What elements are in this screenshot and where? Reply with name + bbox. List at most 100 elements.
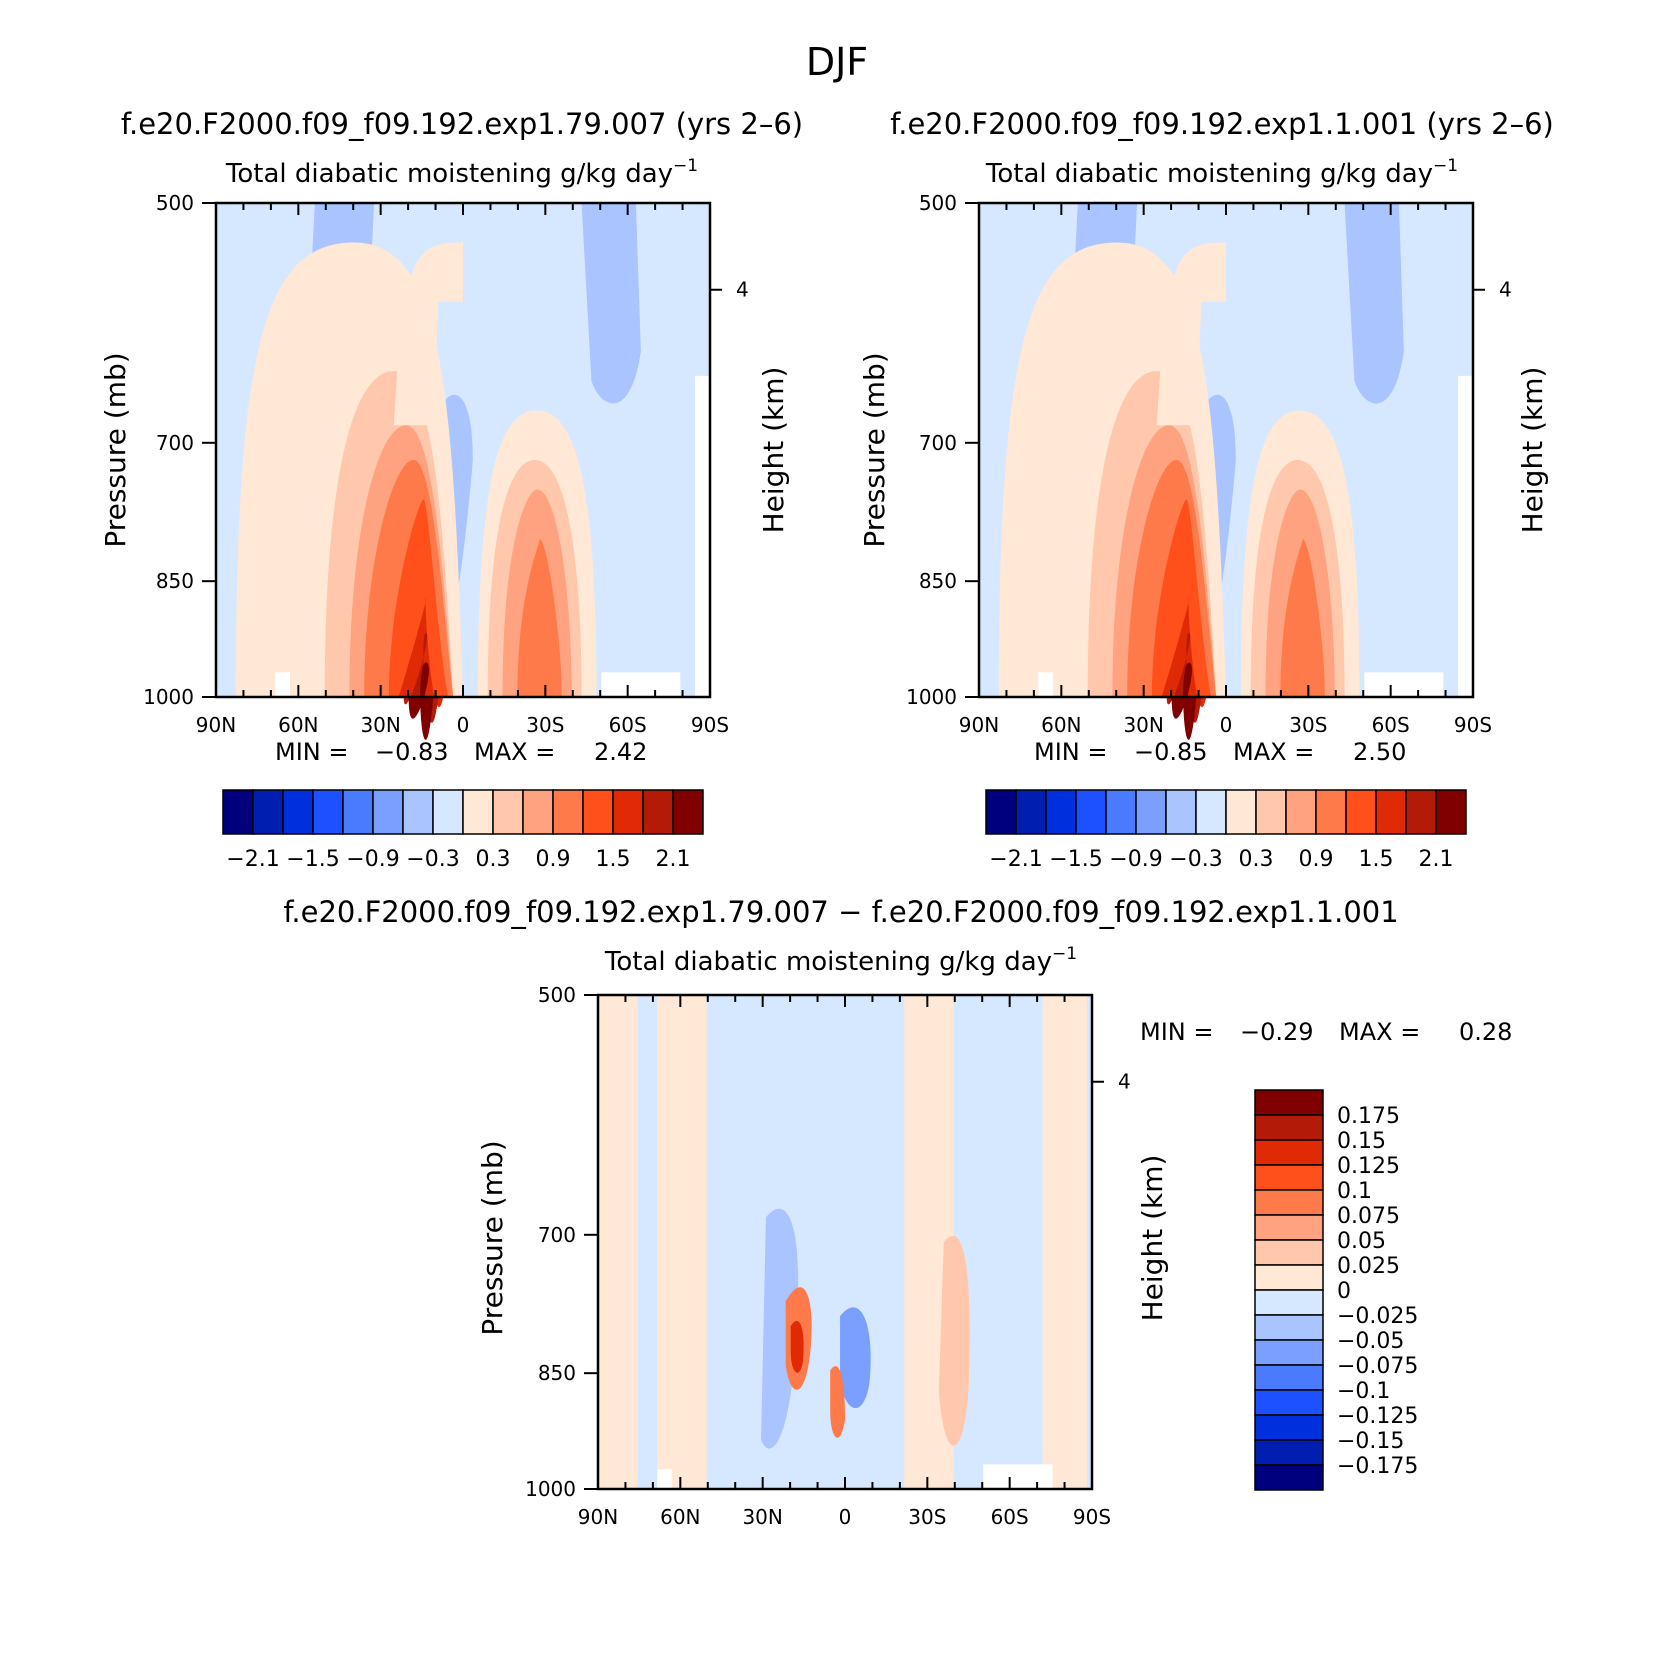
colorbar-label: 0.075	[1337, 1204, 1400, 1229]
colorbar-box	[1195, 789, 1227, 835]
panel-2-plot-area	[979, 203, 1473, 740]
neg-lobe-sh	[1344, 203, 1404, 404]
colorbar-box	[1255, 789, 1287, 835]
colorbar-label: −0.05	[1337, 1329, 1404, 1354]
x-tick-label: 0	[457, 713, 470, 737]
colorbar-box	[1225, 789, 1257, 835]
panel-2-min-label: MIN =	[1034, 738, 1107, 766]
pos-contour-sh	[517, 538, 562, 697]
colorbar-box	[1254, 1314, 1324, 1341]
colorbar-box	[1254, 1464, 1324, 1491]
colorbar-label: −0.1	[1337, 1379, 1390, 1404]
colorbar-box	[1315, 789, 1347, 835]
x-tick-label: 30S	[526, 713, 564, 737]
x-tick-label: 0	[839, 1505, 852, 1529]
colorbar-label: −0.9	[1109, 847, 1162, 872]
panel-3-plot-area	[598, 995, 1092, 1489]
panel-1-min-label: MIN =	[275, 738, 348, 766]
colorbar-label: 0.9	[1299, 847, 1334, 872]
diff-band-pos	[657, 995, 707, 1489]
panel-3-min-value: −0.29	[1240, 1018, 1314, 1046]
colorbar-box	[642, 789, 674, 835]
y-tick-label: 850	[156, 569, 194, 593]
x-tick-label: 60N	[660, 1505, 700, 1529]
panel-1-min-value: −0.83	[375, 738, 449, 766]
colorbar-label: −2.1	[226, 847, 279, 872]
colorbar-label: −0.025	[1337, 1304, 1418, 1329]
x-tick-label: 60S	[1372, 713, 1410, 737]
colorbar-label: 2.1	[1419, 847, 1454, 872]
colorbar-box	[492, 789, 524, 835]
colorbar-label: −1.5	[286, 847, 339, 872]
colorbar-label: −2.1	[989, 847, 1042, 872]
panel-1-max-value: 2.42	[594, 738, 647, 766]
pos-contour-nh	[398, 598, 444, 708]
pos-contour-nh	[1171, 662, 1197, 740]
panel-1-case-title: f.e20.F2000.f09_f09.192.exp1.79.007 (yrs…	[121, 107, 803, 141]
colorbar-label: −0.3	[406, 847, 459, 872]
y-tick-label: 1000	[906, 685, 957, 709]
colorbar-label: 1.5	[1359, 847, 1394, 872]
colorbar-box	[1254, 1089, 1324, 1116]
diff-pos	[938, 1235, 970, 1446]
colorbar-box	[1254, 1439, 1324, 1466]
pos-contour-nh	[388, 499, 449, 697]
x-tick-label: 60N	[1041, 713, 1081, 737]
colorbar-label: 0.1	[1337, 1179, 1372, 1204]
x-tick-label: 60S	[991, 1505, 1029, 1529]
missing-data	[657, 1469, 673, 1489]
y-tick-label: 700	[538, 1223, 576, 1247]
colorbar-box	[1254, 1239, 1324, 1266]
x-tick-label: 90S	[1073, 1505, 1111, 1529]
colorbar-label: 0.3	[476, 847, 511, 872]
panel-2: f.e20.F2000.f09_f09.192.exp1.1.001 (yrs …	[858, 107, 1554, 872]
colorbar-label: −0.175	[1337, 1454, 1418, 1479]
panel-3-case-title: f.e20.F2000.f09_f09.192.exp1.79.007 − f.…	[283, 895, 1398, 929]
diff-band-pos	[598, 995, 638, 1489]
diff-neg	[840, 1307, 871, 1409]
panel-3-plot-title: Total diabatic moistening g/kg day−1	[604, 944, 1077, 977]
colorbar-box	[582, 789, 614, 835]
colorbar-box	[522, 789, 554, 835]
colorbar-box	[1345, 789, 1377, 835]
colorbar-label: −0.15	[1337, 1429, 1404, 1454]
colorbar-box	[1254, 1164, 1324, 1191]
colorbar-box	[1285, 789, 1317, 835]
colorbar-label: 0.125	[1337, 1154, 1400, 1179]
colorbar-label: −1.5	[1049, 847, 1102, 872]
panel-2-colorbar: −2.1 −1.5 −0.9 −0.3 0.3 0.9 1.5 2.1	[985, 789, 1467, 872]
missing-data	[983, 1464, 1053, 1489]
panel-3-max-value: 0.28	[1459, 1018, 1512, 1046]
x-tick-label: 60N	[278, 713, 318, 737]
colorbar-label: −0.075	[1337, 1354, 1418, 1379]
x-tick-label: 90N	[959, 713, 999, 737]
colorbar-label: 0.15	[1337, 1129, 1386, 1154]
panel-2-ylabel-right: Height (km)	[1516, 367, 1549, 534]
x-tick-label: 90N	[578, 1505, 618, 1529]
x-tick-label: 0	[1220, 713, 1233, 737]
panel-3-colorbar: 0.1750.150.1250.10.0750.050.0250−0.025−0…	[1254, 1089, 1418, 1491]
colorbar-box	[1254, 1189, 1324, 1216]
panel-2-max-value: 2.50	[1353, 738, 1406, 766]
colorbar-box	[1375, 789, 1407, 835]
y-tick-label: 500	[919, 191, 957, 215]
missing-data	[695, 375, 710, 697]
colorbar-box	[1254, 1389, 1324, 1416]
panel-2-min-value: −0.85	[1134, 738, 1208, 766]
y-tick-label: 500	[156, 191, 194, 215]
panel-2-max-label: MAX =	[1233, 738, 1314, 766]
panel-1-plot-area	[216, 203, 710, 740]
diff-neg	[761, 1208, 799, 1449]
neg-lobe-sh	[581, 203, 641, 404]
colorbar-label: −0.3	[1169, 847, 1222, 872]
panel-3-ylabel-right: Height (km)	[1136, 1155, 1169, 1322]
panel-1-max-label: MAX =	[474, 738, 555, 766]
figure-title: DJF	[806, 40, 868, 84]
diff-band-pos	[1042, 995, 1088, 1489]
colorbar-box	[1254, 1114, 1324, 1141]
pos-contour-nh	[1151, 499, 1212, 697]
colorbar-label: 2.1	[656, 847, 691, 872]
colorbar-box	[402, 789, 434, 835]
pos-contour-nh	[1161, 598, 1207, 708]
colorbar-box	[432, 789, 464, 835]
